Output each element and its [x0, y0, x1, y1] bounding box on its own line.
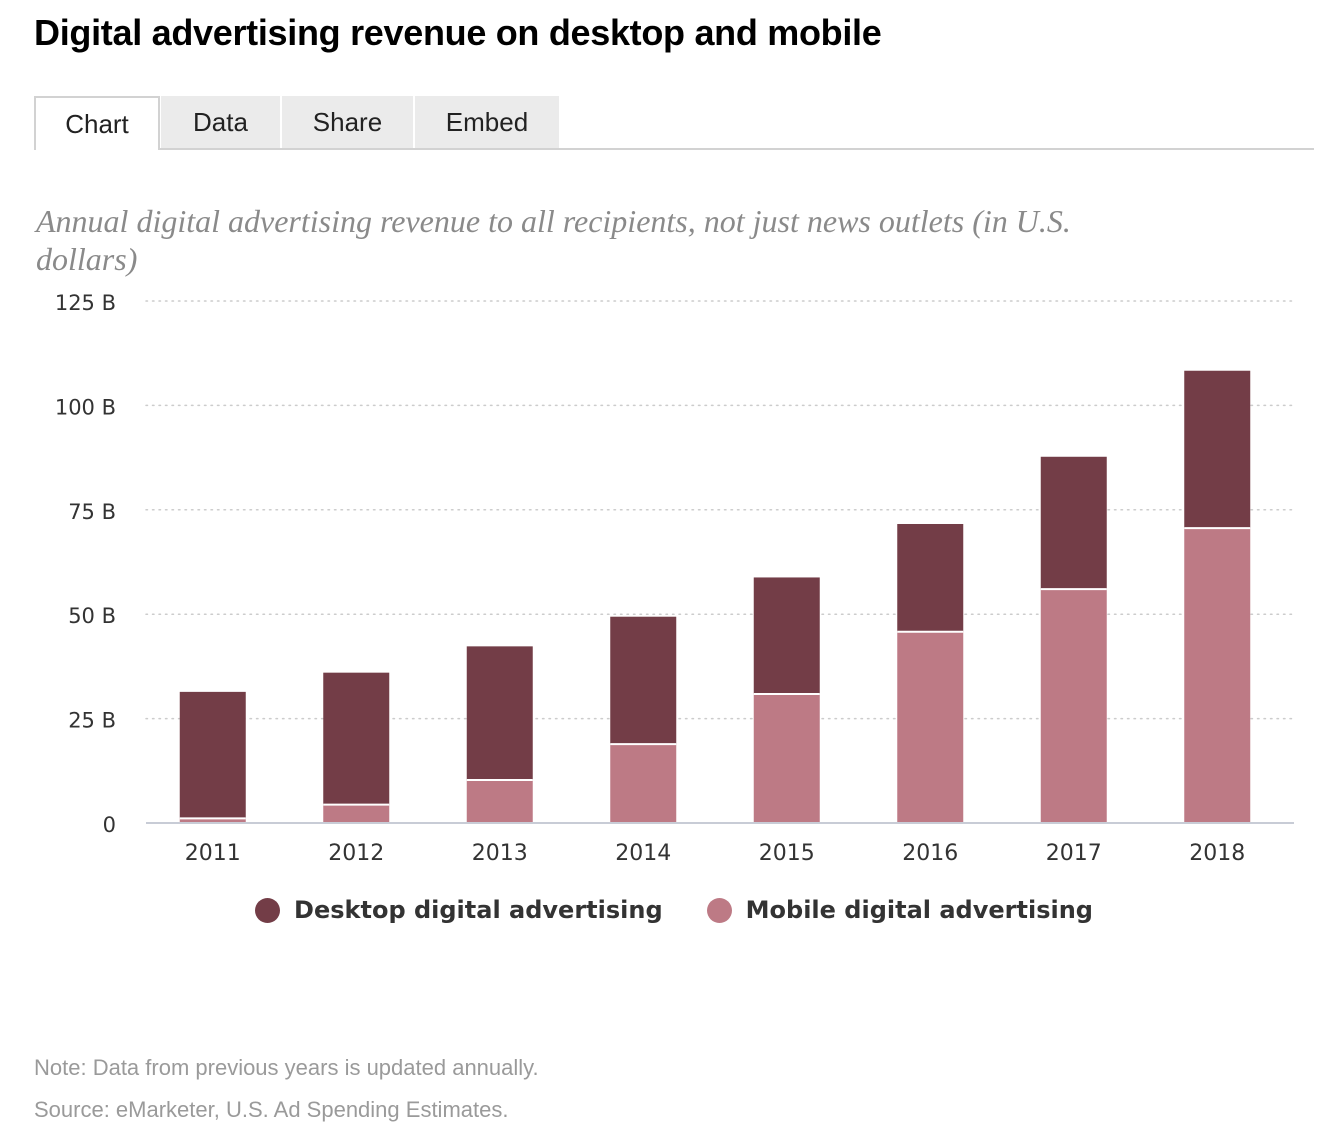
x-tick-label: 2018 — [1189, 841, 1245, 866]
legend-swatch-mobile — [706, 897, 732, 923]
tab-share[interactable]: Share — [282, 96, 415, 148]
y-tick-label: 50 B — [68, 604, 116, 628]
bar-mobile — [610, 744, 677, 823]
chart-legend: Desktop digital advertising Mobile digit… — [0, 896, 1318, 924]
legend-label-mobile: Mobile digital advertising — [745, 896, 1093, 924]
x-tick-label: 2015 — [759, 841, 815, 866]
chart-source: Source: eMarketer, U.S. Ad Spending Esti… — [34, 1097, 509, 1122]
y-tick-label: 0 — [103, 813, 116, 837]
bar-mobile — [897, 631, 964, 823]
y-tick-label: 25 B — [68, 709, 116, 733]
bar-mobile — [1184, 528, 1251, 823]
bar-desktop — [610, 616, 677, 745]
bar-chart: 0 25 B 50 B 75 B 100 B 125 B 2011 2012 2013 2014 2… — [55, 291, 1295, 866]
bar-desktop — [466, 646, 533, 780]
legend-label-desktop: Desktop digital advertising — [294, 896, 663, 924]
bar-mobile — [179, 818, 246, 823]
x-tick-label: 2016 — [902, 841, 958, 866]
bar-desktop — [179, 691, 246, 819]
y-tick-label: 100 B — [55, 395, 116, 419]
x-tick-label: 2014 — [615, 841, 671, 866]
tab-bar: Chart Data Share Embed — [34, 96, 1314, 150]
x-tick-label: 2017 — [1046, 841, 1102, 866]
y-tick-label: 125 B — [55, 291, 116, 315]
bar-desktop — [897, 523, 964, 632]
bar-desktop — [323, 672, 390, 805]
bar-mobile — [1040, 589, 1107, 823]
legend-swatch-desktop — [255, 897, 281, 923]
x-tick-label: 2013 — [472, 841, 528, 866]
tab-chart[interactable]: Chart — [34, 96, 160, 150]
chart-title: Digital advertising revenue on desktop a… — [34, 12, 882, 53]
x-tick-label: 2011 — [185, 841, 241, 866]
tab-embed[interactable]: Embed — [415, 96, 561, 148]
y-tick-label: 75 B — [68, 500, 116, 524]
legend-item-mobile: Mobile digital advertising — [706, 896, 1093, 924]
x-tick-label: 2012 — [328, 841, 384, 866]
legend-item-desktop: Desktop digital advertising — [255, 896, 663, 924]
bar-desktop — [1040, 456, 1107, 590]
bar-mobile — [323, 804, 390, 823]
bar-mobile — [753, 693, 820, 823]
bar-desktop — [1184, 370, 1251, 529]
chart-subtitle: Annual digital advertising revenue to al… — [36, 203, 1071, 277]
tab-data[interactable]: Data — [161, 96, 282, 148]
bar-desktop — [753, 577, 820, 694]
chart-note: Note: Data from previous years is update… — [34, 1055, 539, 1080]
bar-mobile — [466, 779, 533, 823]
